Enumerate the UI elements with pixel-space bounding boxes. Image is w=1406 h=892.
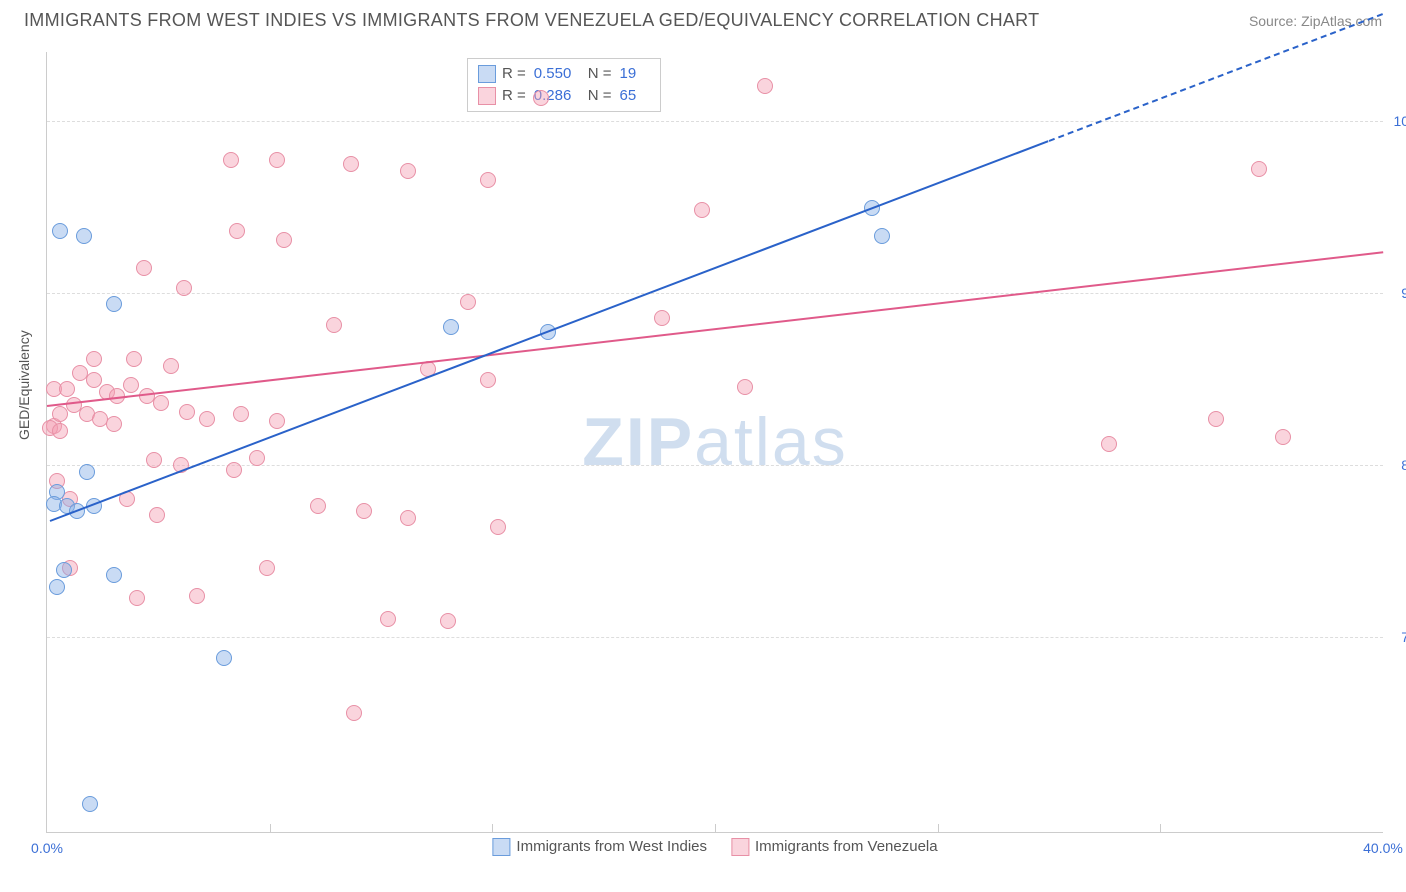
grid-line-h	[47, 465, 1383, 466]
data-point-venezuela	[146, 452, 162, 468]
data-point-venezuela	[226, 462, 242, 478]
data-point-venezuela	[480, 172, 496, 188]
legend-item-west-indies: Immigrants from West Indies	[492, 836, 707, 858]
series-label-venezuela: Immigrants from Venezuela	[755, 836, 938, 858]
n-west-indies: 19	[620, 63, 644, 85]
data-point-venezuela	[123, 377, 139, 393]
x-tick-minor	[938, 824, 939, 832]
data-point-venezuela	[346, 705, 362, 721]
data-point-venezuela	[1275, 429, 1291, 445]
data-point-venezuela	[310, 498, 326, 514]
grid-line-h	[47, 293, 1383, 294]
y-tick-label: 85.0%	[1401, 457, 1406, 473]
x-tick-minor	[270, 824, 271, 832]
series-legend: Immigrants from West Indies Immigrants f…	[492, 836, 937, 858]
grid-line-h	[47, 637, 1383, 638]
data-point-west-indies	[56, 562, 72, 578]
data-point-venezuela	[400, 510, 416, 526]
data-point-venezuela	[126, 351, 142, 367]
data-point-west-indies	[82, 796, 98, 812]
data-point-venezuela	[52, 423, 68, 439]
data-point-venezuela	[356, 503, 372, 519]
data-point-venezuela	[533, 90, 549, 106]
data-point-west-indies	[79, 464, 95, 480]
data-point-venezuela	[189, 588, 205, 604]
data-point-venezuela	[129, 590, 145, 606]
watermark: ZIPatlas	[582, 403, 847, 481]
data-point-venezuela	[66, 397, 82, 413]
data-point-venezuela	[654, 310, 670, 326]
data-point-venezuela	[380, 611, 396, 627]
series-label-west-indies: Immigrants from West Indies	[516, 836, 707, 858]
data-point-west-indies	[874, 228, 890, 244]
data-point-west-indies	[76, 228, 92, 244]
data-point-venezuela	[153, 395, 169, 411]
legend-row-west-indies: R =0.550 N =19	[478, 63, 650, 85]
swatch-venezuela	[478, 87, 496, 105]
y-tick-label: 77.5%	[1401, 629, 1406, 645]
data-point-venezuela	[326, 317, 342, 333]
data-point-venezuela	[106, 416, 122, 432]
n-venezuela: 65	[620, 85, 644, 107]
data-point-west-indies	[52, 223, 68, 239]
data-point-venezuela	[86, 351, 102, 367]
data-point-venezuela	[343, 156, 359, 172]
y-tick-label: 100.0%	[1394, 113, 1406, 129]
data-point-venezuela	[229, 223, 245, 239]
legend-row-venezuela: R =0.286 N =65	[478, 85, 650, 107]
data-point-venezuela	[269, 152, 285, 168]
trend-line-venezuela	[47, 252, 1383, 408]
x-tick-minor	[715, 824, 716, 832]
chart-title: IMMIGRANTS FROM WEST INDIES VS IMMIGRANT…	[24, 10, 1039, 31]
data-point-venezuela	[1101, 436, 1117, 452]
data-point-venezuela	[136, 260, 152, 276]
data-point-venezuela	[1208, 411, 1224, 427]
swatch-venezuela-bottom	[731, 838, 749, 856]
data-point-venezuela	[163, 358, 179, 374]
data-point-venezuela	[694, 202, 710, 218]
x-tick-minor	[492, 824, 493, 832]
x-tick-label: 40.0%	[1363, 840, 1403, 856]
data-point-venezuela	[460, 294, 476, 310]
data-point-west-indies	[49, 579, 65, 595]
data-point-venezuela	[757, 78, 773, 94]
data-point-venezuela	[259, 560, 275, 576]
data-point-venezuela	[490, 519, 506, 535]
correlation-legend: R =0.550 N =19 R =0.286 N =65	[467, 58, 661, 112]
chart-plot-area: ZIPatlas R =0.550 N =19 R =0.286 N =65 I…	[46, 52, 1383, 833]
data-point-venezuela	[179, 404, 195, 420]
data-point-west-indies	[216, 650, 232, 666]
data-point-venezuela	[176, 280, 192, 296]
r-west-indies: 0.550	[534, 63, 576, 85]
data-point-venezuela	[59, 381, 75, 397]
x-tick-minor	[1160, 824, 1161, 832]
y-axis-label: GED/Equivalency	[16, 330, 32, 440]
data-point-west-indies	[106, 567, 122, 583]
data-point-venezuela	[223, 152, 239, 168]
data-point-venezuela	[86, 372, 102, 388]
data-point-venezuela	[1251, 161, 1267, 177]
grid-line-h	[47, 121, 1383, 122]
y-tick-label: 92.5%	[1401, 285, 1406, 301]
swatch-west-indies	[478, 65, 496, 83]
data-point-venezuela	[737, 379, 753, 395]
data-point-venezuela	[400, 163, 416, 179]
data-point-venezuela	[440, 613, 456, 629]
data-point-venezuela	[269, 413, 285, 429]
data-point-venezuela	[199, 411, 215, 427]
data-point-west-indies	[443, 319, 459, 335]
data-point-venezuela	[276, 232, 292, 248]
swatch-west-indies-bottom	[492, 838, 510, 856]
data-point-venezuela	[233, 406, 249, 422]
x-tick-label: 0.0%	[31, 840, 63, 856]
data-point-venezuela	[480, 372, 496, 388]
legend-item-venezuela: Immigrants from Venezuela	[731, 836, 938, 858]
data-point-west-indies	[106, 296, 122, 312]
chart-header: IMMIGRANTS FROM WEST INDIES VS IMMIGRANT…	[0, 0, 1406, 37]
data-point-venezuela	[249, 450, 265, 466]
data-point-venezuela	[149, 507, 165, 523]
